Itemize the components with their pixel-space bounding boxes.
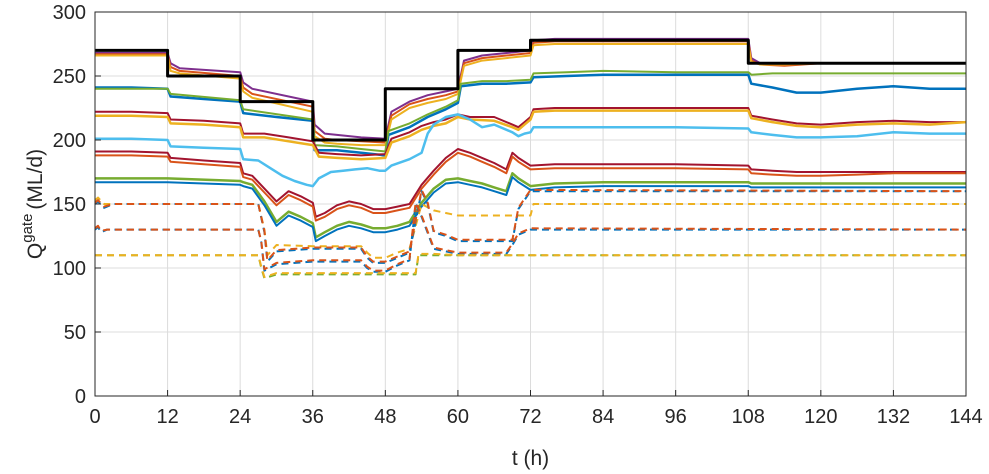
y-axis-label-main: Q — [24, 243, 47, 259]
series-line-7 — [95, 109, 967, 161]
x-tick-label: 108 — [732, 406, 765, 428]
x-tick-label: 60 — [447, 406, 469, 428]
y-tick-label: 200 — [53, 130, 86, 152]
x-tick-label: 24 — [229, 406, 251, 428]
x-tick-label: 120 — [804, 406, 837, 428]
x-tick-label: 72 — [519, 406, 541, 428]
series-group — [94, 37, 967, 280]
x-tick-label: 12 — [156, 406, 178, 428]
y-axis-label-unit: (ML/d) — [24, 149, 47, 210]
y-tick-label: 0 — [75, 386, 86, 408]
series-line-9 — [95, 148, 966, 218]
series-line-13 — [94, 196, 966, 259]
series-line-8 — [95, 113, 966, 188]
series-line-12 — [95, 176, 966, 243]
x-tick-label: 36 — [302, 406, 324, 428]
series-line-3 — [95, 43, 966, 147]
y-tick-label: 300 — [53, 2, 86, 24]
y-axis-label-superscript: gate — [19, 214, 36, 243]
x-tick-label: 96 — [665, 406, 687, 428]
x-tick-label: 84 — [592, 406, 614, 428]
x-tick-label: 48 — [374, 406, 396, 428]
series-line-16 — [94, 203, 966, 273]
series-line-5 — [95, 69, 966, 153]
y-tick-label: 50 — [64, 322, 86, 344]
series-line-17 — [94, 201, 967, 272]
x-tick-label: 0 — [89, 406, 100, 428]
x-tick-label: 132 — [877, 406, 910, 428]
y-tick-label: 100 — [53, 258, 86, 280]
x-tick-label: 144 — [949, 406, 982, 428]
tick-labels: 0 12 24 36 48 60 72 84 96 108 120 132 144 0 50 100 150 20… — [53, 2, 983, 428]
y-tick-label: 250 — [53, 66, 86, 88]
y-tick-label: 150 — [53, 194, 86, 216]
y-axis-label: Qgate (ML/d) — [19, 149, 47, 259]
x-axis-label: t (h) — [512, 447, 549, 470]
series-line-0 — [95, 38, 966, 142]
series-line-19 — [95, 252, 966, 278]
series-line-10 — [95, 151, 966, 222]
series-line-11 — [95, 172, 966, 239]
series-line-15 — [94, 188, 967, 263]
